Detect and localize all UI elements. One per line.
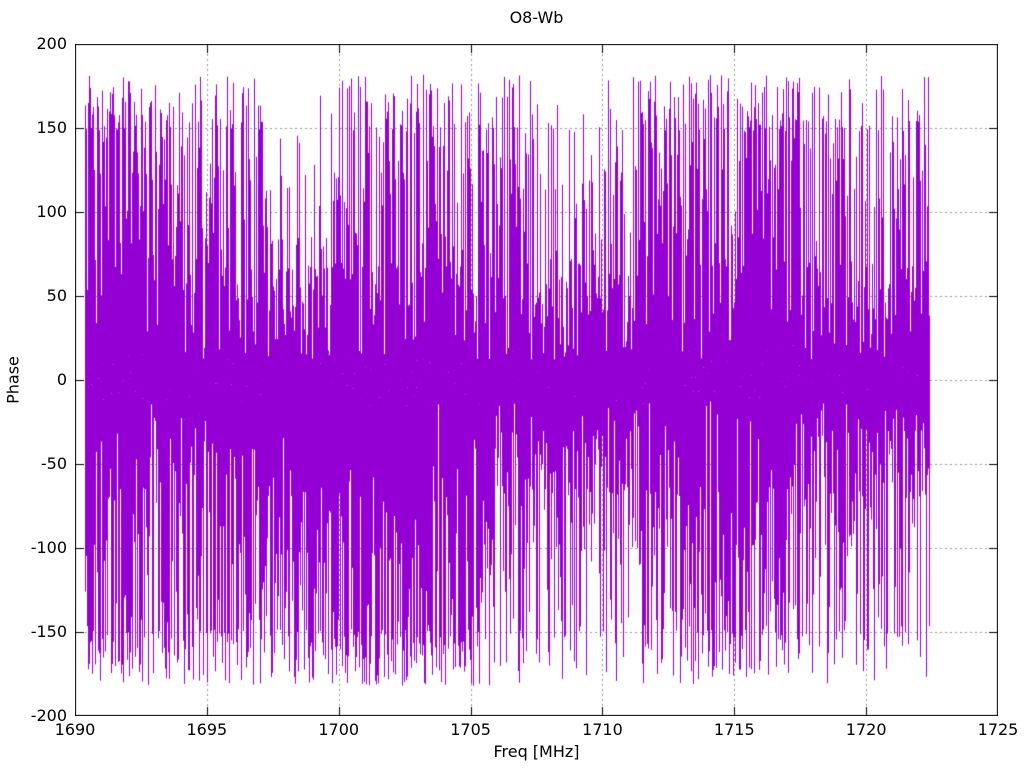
- x-tick-label: 1715: [713, 720, 755, 739]
- x-tick-label: 1695: [186, 720, 228, 739]
- x-tick-label: 1720: [845, 720, 887, 739]
- y-tick-label: -100: [30, 538, 67, 557]
- y-tick-label: -200: [30, 706, 67, 725]
- y-tick-label: -150: [30, 622, 67, 641]
- x-tick-label: 1725: [977, 720, 1019, 739]
- y-tick-label: 0: [56, 370, 67, 389]
- y-tick-label: 150: [36, 118, 67, 137]
- x-axis-title: Freq [MHz]: [493, 742, 580, 761]
- x-tick-label: 1700: [318, 720, 360, 739]
- x-tick-label: 1690: [54, 720, 96, 739]
- x-tick-label: 1710: [582, 720, 623, 739]
- x-tick-label: 1705: [450, 720, 491, 739]
- y-tick-label: 200: [36, 34, 67, 53]
- y-tick-label: -50: [40, 454, 67, 473]
- plot-canvas: [75, 44, 998, 716]
- chart-title: O8-Wb: [509, 8, 564, 27]
- y-tick-label: 100: [36, 202, 67, 221]
- y-tick-label: 50: [46, 286, 67, 305]
